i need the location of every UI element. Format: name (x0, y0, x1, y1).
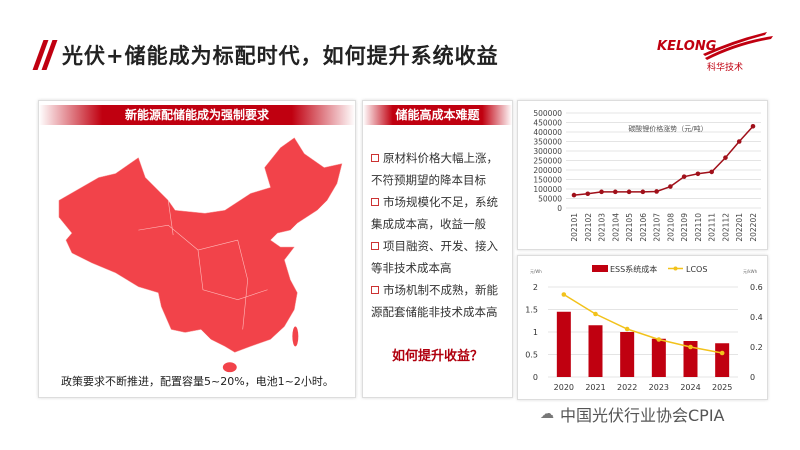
map-panel-header: 新能源配储能成为强制要求 (39, 105, 355, 125)
legend-ess-label: ESS系统成本 (610, 264, 657, 274)
ess-cost-bar (556, 311, 571, 377)
svg-text:KELONG: KELONG (657, 39, 717, 54)
x-tick-label: 2021 (585, 383, 605, 392)
x-tick-label: 202106 (639, 213, 648, 242)
y-tick-label: 0 (557, 204, 562, 213)
ess-cost-bar (651, 338, 666, 377)
x-tick-label: 2025 (712, 383, 732, 392)
price-point (640, 189, 646, 195)
lcos-point (688, 344, 693, 350)
price-point (613, 189, 618, 195)
issue-item: 原材料价格大幅上涨，不符预期望的降本目标 (371, 151, 498, 187)
y-tick-label: 50000 (538, 195, 562, 204)
y-tick-label: 200000 (533, 166, 562, 175)
chart-title: 碳酸锂价格涨势（元/吨） (628, 124, 707, 133)
lithium-price-svg: 0500001000001500002000002500003000003500… (533, 109, 761, 242)
y-tick-label: 450000 (533, 119, 562, 128)
y-right-tick-label: 0 (750, 373, 755, 382)
ess-cost-bar (683, 341, 698, 377)
legend-lcos-marker (673, 266, 678, 271)
y-right-tick-label: 0.2 (750, 343, 763, 352)
price-point (599, 189, 604, 195)
checkbox-bullet-icon (371, 198, 379, 206)
price-point (723, 155, 728, 160)
china-map (58, 137, 343, 373)
legend-ess-swatch (592, 265, 608, 272)
y-left-tick-label: 1.5 (525, 306, 538, 315)
x-tick-label: 202103 (598, 213, 607, 242)
y-left-tick-label: 1 (533, 328, 538, 337)
y-right-unit: 元/kWh (743, 269, 758, 274)
y-left-tick-label: 0 (533, 373, 538, 382)
checkbox-bullet-icon (371, 286, 379, 294)
price-point (585, 191, 591, 197)
lcos-point (656, 337, 662, 342)
price-point (709, 169, 714, 175)
y-left-tick-label: 0.5 (525, 351, 538, 360)
x-tick-label: 202101 (570, 213, 579, 242)
y-left-tick-label: 2 (533, 283, 538, 292)
issue-item: 市场规模化不足，系统集成成本高，收益一般 (371, 195, 498, 231)
x-tick-label: 202111 (708, 213, 717, 242)
issue-item: 市场机制不成熟，新能源配套储能非技术成本高 (371, 283, 498, 319)
y-left-unit: 元/Wh (530, 269, 542, 274)
lcos-point (719, 350, 725, 356)
wechat-icon: ☁ (540, 406, 554, 422)
svg-text:科华技术: 科华技术 (707, 61, 743, 73)
x-tick-label: 2024 (680, 383, 700, 392)
lcos-point (593, 311, 598, 317)
map-caption: 政策要求不断推进，配置容量5~20%，电池1~2小时。 (61, 375, 334, 388)
page-title: 光伏+储能成为标配时代，如何提升系统收益 (62, 44, 499, 68)
cost-panel-header: 储能高成本难题 (363, 105, 512, 125)
price-point (654, 189, 659, 194)
ess-cost-chart: 0 0.5 1 1.5 2 0 0.2 0.4 0.6 元/Wh 元/kWh 2020 2021 2022… (517, 255, 768, 400)
ess-cost-bar (715, 343, 730, 377)
y-right-tick-label: 0.4 (750, 313, 763, 322)
y-tick-label: 250000 (533, 157, 562, 166)
ess-cost-bar (620, 332, 635, 377)
lcos-line (563, 293, 723, 354)
x-tick-label: 202105 (625, 213, 634, 242)
checkbox-bullet-icon (371, 242, 379, 250)
x-tick-label: 2022 (617, 383, 637, 392)
x-tick-label: 202112 (721, 213, 730, 242)
y-tick-label: 150000 (533, 176, 562, 185)
x-tick-label: 202102 (584, 213, 593, 242)
y-tick-label: 400000 (533, 128, 562, 137)
kelong-logo: KELONG 科华技术 (657, 32, 773, 73)
x-tick-label: 202104 (611, 213, 620, 242)
ess-cost-svg: 0 0.5 1 1.5 2 0 0.2 0.4 0.6 元/Wh 元/kWh 2020 2021 2022… (525, 264, 763, 392)
lithium-price-chart: 0 50000 100000 150000 200000 250000 300000 3500… (517, 100, 768, 250)
lcos-point (624, 326, 630, 332)
price-point (681, 174, 687, 179)
x-tick-label: 202201 (735, 213, 744, 242)
map-panel: 新能源配储能成为强制要求 政策要求不断推进，配置容量5~20%，电池1~2小时。 (38, 100, 356, 398)
cost-panel: 储能高成本难题 原材料价格大幅上涨，不符预期望的降本目标 市场规模化不足，系统集… (362, 100, 513, 398)
question-text: 如何提升收益？ (391, 349, 483, 364)
y-tick-label: 300000 (533, 147, 562, 156)
price-point (736, 139, 742, 144)
y-tick-label: 500000 (533, 109, 562, 118)
x-tick-label: 202202 (749, 213, 758, 242)
x-tick-label: 202107 (653, 213, 662, 242)
legend-lcos-label: LCOS (686, 265, 707, 274)
lcos-point (561, 292, 567, 297)
x-tick-label: 2020 (554, 383, 574, 392)
price-point (750, 124, 756, 129)
price-point (626, 189, 632, 195)
x-tick-label: 202109 (680, 213, 689, 242)
checkbox-bullet-icon (371, 154, 379, 162)
issue-item: 项目融资、开发、接入等非技术成本高 (371, 239, 498, 275)
x-tick-label: 202110 (694, 213, 703, 242)
y-tick-label: 350000 (533, 138, 562, 147)
y-tick-label: 100000 (533, 185, 562, 194)
price-point (695, 171, 701, 177)
ess-cost-bar (588, 325, 603, 377)
watermark: ☁ 中国光伏行业协会CPIA (540, 406, 725, 425)
y-right-tick-label: 0.6 (750, 283, 763, 292)
price-point (668, 184, 673, 189)
x-tick-label: 202108 (666, 213, 675, 242)
price-point (571, 192, 577, 198)
x-tick-label: 2023 (649, 383, 669, 392)
